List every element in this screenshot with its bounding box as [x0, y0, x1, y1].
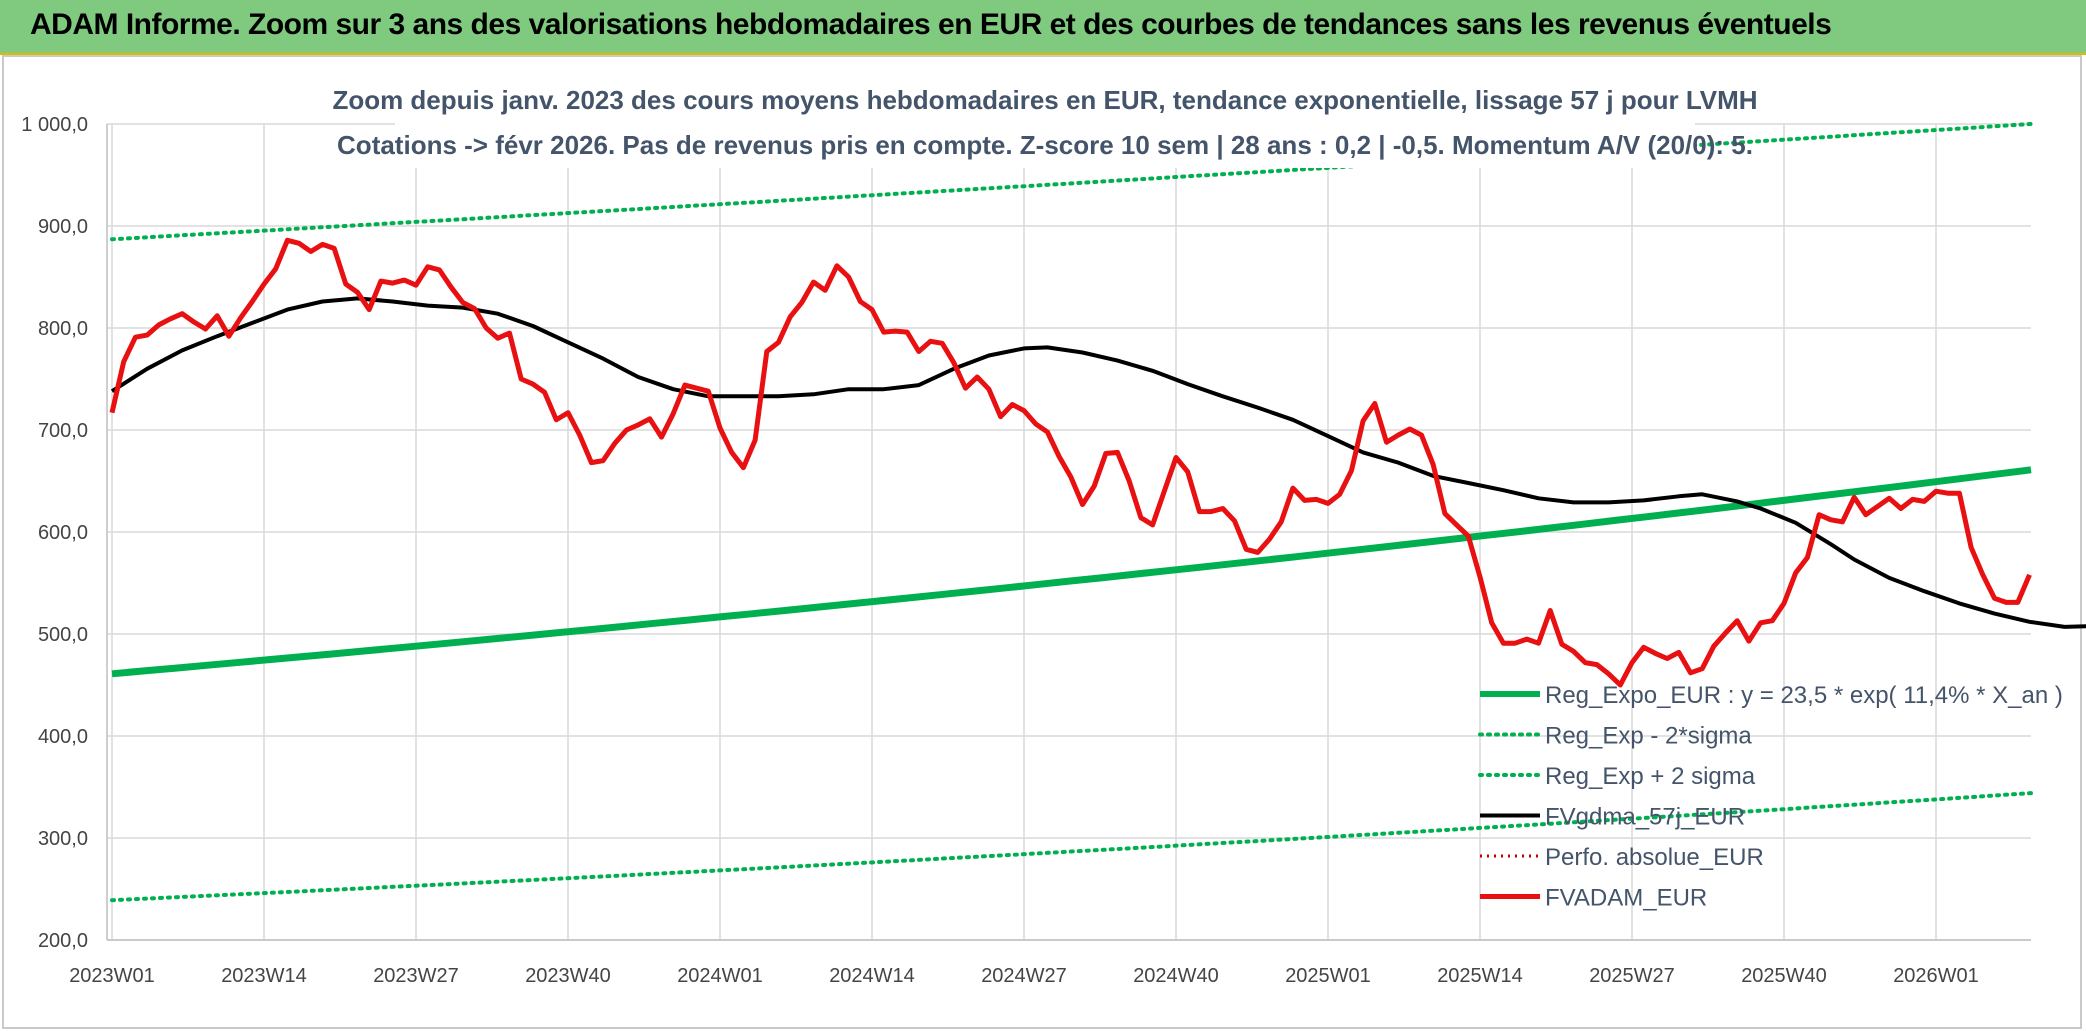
- y-tick-label: 300,0: [38, 828, 88, 850]
- legend-label: FVgdma_57j_EUR: [1545, 804, 1745, 831]
- x-tick-label: 2024W40: [1133, 965, 1219, 987]
- y-tick-label: 900,0: [38, 216, 88, 238]
- x-tick-label: 2025W40: [1741, 965, 1827, 987]
- y-tick-label: 600,0: [38, 522, 88, 544]
- x-tick-label: 2024W01: [677, 965, 763, 987]
- x-tick-label: 2024W27: [981, 965, 1067, 987]
- y-tick-label: 400,0: [38, 726, 88, 748]
- x-tick-label: 2025W14: [1437, 965, 1523, 987]
- y-axis-ticks: 200,0 300,0 400,0 500,0 600,0 700,0 800,0 900,0…: [21, 114, 88, 952]
- chart-title-line2: Cotations -> févr 2026. Pas de revenus p…: [337, 130, 1753, 160]
- y-tick-label: 700,0: [38, 420, 88, 442]
- legend-label: Reg_Exp + 2 sigma: [1545, 763, 1756, 790]
- x-tick-label: 2026W01: [1893, 965, 1979, 987]
- subtitle-backdrop: [395, 78, 1695, 168]
- legend: Reg_Expo_EUR : y = 23,5 * exp( 11,4% * X…: [1478, 682, 2063, 912]
- x-tick-label: 2025W27: [1589, 965, 1675, 987]
- series-moving-avg-line: [110, 296, 2086, 629]
- x-tick-label: 2024W14: [829, 965, 915, 987]
- legend-label: FVADAM_EUR: [1545, 885, 1707, 912]
- series-trend-line: [111, 466, 2032, 678]
- legend-label: Perfo. absolue_EUR: [1545, 844, 1764, 871]
- series-band-line: [110, 791, 2033, 903]
- grid-lines: [106, 123, 2031, 941]
- legend-label: Reg_Expo_EUR : y = 23,5 * exp( 11,4% * X…: [1545, 682, 2063, 709]
- y-tick-label: 1 000,0: [21, 114, 88, 136]
- x-tick-label: 2023W40: [525, 965, 611, 987]
- series-layer: [109, 122, 2086, 903]
- x-tick-label: 2023W01: [69, 965, 155, 987]
- y-tick-label: 200,0: [38, 930, 88, 952]
- series-band-line: [110, 122, 2033, 242]
- y-tick-label: 800,0: [38, 318, 88, 340]
- series-price-line: [109, 237, 2032, 688]
- x-tick-label: 2025W01: [1285, 965, 1371, 987]
- y-tick-label: 500,0: [38, 624, 88, 646]
- report-title: ADAM Informe. Zoom sur 3 ans des valoris…: [30, 8, 1832, 41]
- chart-title-line1: Zoom depuis janv. 2023 des cours moyens …: [332, 85, 1757, 115]
- legend-label: Reg_Exp - 2*sigma: [1545, 723, 1752, 750]
- title-banner: ADAM Informe. Zoom sur 3 ans des valoris…: [0, 0, 2086, 55]
- x-tick-label: 2023W27: [373, 965, 459, 987]
- x-tick-label: 2023W14: [221, 965, 307, 987]
- x-axis-ticks: 2023W01 2023W14 2023W27 2023W40 2024W01 2024W…: [69, 965, 1979, 987]
- chart-frame: [2, 55, 2082, 1029]
